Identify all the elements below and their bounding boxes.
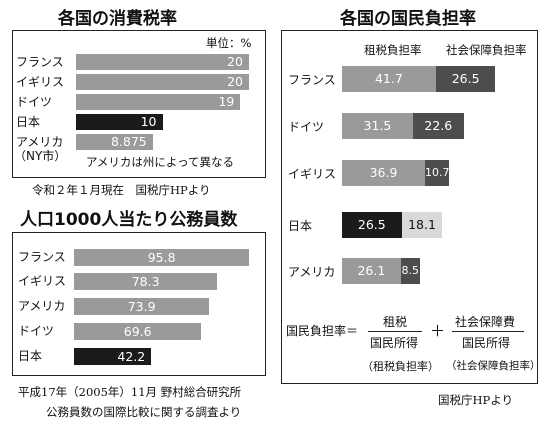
formula-plus: ＋ xyxy=(430,322,446,340)
chart2-bar xyxy=(74,323,202,340)
chart2-bar xyxy=(74,249,250,266)
chart3-value-tax: 31.5 xyxy=(363,118,392,133)
chart3-value-social: 18.1 xyxy=(408,217,436,232)
chart3-bar-social xyxy=(400,258,420,284)
chart3-category-label: イギリス xyxy=(288,167,337,181)
chart1-category-sublabel: （NY市） xyxy=(14,149,67,163)
chart3-value-tax: 26.5 xyxy=(357,217,386,232)
chart3-value-social: 22.6 xyxy=(424,118,453,133)
chart1-value-label: 10 xyxy=(140,114,157,129)
chart3-legend-social: 社会保障負担率 xyxy=(446,43,527,57)
chart3-legend-tax: 租税負担率 xyxy=(364,43,422,57)
chart1-value-label: 19 xyxy=(218,94,235,109)
chart1-category-label: アメリカ xyxy=(16,135,64,149)
chart2-value-label: 42.2 xyxy=(117,349,146,364)
chart2-value-label: 73.9 xyxy=(127,299,156,314)
formula-term1-numerator: 租税 xyxy=(383,315,408,329)
chart2-bar xyxy=(74,273,218,290)
chart3-value-social: 8.5 xyxy=(401,264,420,277)
chart2-source-line2: 公務員数の国際比較に関する調査より xyxy=(46,405,242,419)
chart3-source: 国税庁HPより xyxy=(438,393,514,407)
chart3-bar-social xyxy=(401,212,443,238)
chart1-value-label: 20 xyxy=(227,54,243,69)
chart2-category-label: イギリス xyxy=(18,274,67,288)
chart1-category-label: イギリス xyxy=(16,75,65,89)
chart3-bar-tax xyxy=(342,113,413,139)
chart3-value-social: 10.7 xyxy=(425,166,450,179)
formula-term2-numerator: 社会保障費 xyxy=(455,315,516,329)
chart3-value-tax: 41.7 xyxy=(374,71,403,86)
chart3-category-label: アメリカ xyxy=(288,265,336,279)
chart3-bar-tax xyxy=(342,66,436,92)
chart3-bar-social xyxy=(425,160,450,186)
chart1-bar xyxy=(76,94,241,110)
chart2-category-label: ドイツ xyxy=(18,324,55,338)
chart1-bar xyxy=(76,134,153,150)
chart1-bar xyxy=(76,114,163,130)
chart1-bar xyxy=(76,54,249,70)
chart2-value-label: 95.8 xyxy=(147,250,176,265)
formula-lhs: 国民負担率＝ xyxy=(286,324,359,338)
formula-term2-fraction-line xyxy=(452,331,524,332)
formula-term1-fraction-line xyxy=(368,331,422,332)
formula-term2-note: （社会保障負担率） xyxy=(446,360,541,372)
chart3-bar-tax xyxy=(342,160,426,186)
chart3-frame xyxy=(281,30,538,384)
chart1-source: 令和２年１月現在 国税庁HPより xyxy=(32,183,211,197)
chart3-title: 各国の国民負担率 xyxy=(340,9,476,29)
chart3-bar-tax xyxy=(342,258,401,284)
chart3-category-label: フランス xyxy=(288,73,336,87)
chart1-value-label: 8.875 xyxy=(110,134,147,149)
chart2-source-line1: 平成17年（2005年）11月 野村総合研究所 xyxy=(18,385,242,399)
chart2-bar xyxy=(74,298,210,315)
chart1-category-label: 日本 xyxy=(16,115,41,129)
chart3-bar-tax xyxy=(342,212,402,238)
chart3-category-label: 日本 xyxy=(288,219,313,233)
chart2-bar xyxy=(74,348,152,365)
chart2-category-label: フランス xyxy=(18,250,66,264)
chart1-unit-label: 単位：% xyxy=(206,36,252,50)
chart1-value-label: 20 xyxy=(227,74,243,89)
chart2-title: 人口1000人当たり公務員数 xyxy=(20,210,238,230)
chart3-value-tax: 36.9 xyxy=(369,165,398,180)
chart2-frame xyxy=(12,232,266,376)
chart1-title: 各国の消費税率 xyxy=(58,9,177,29)
chart1-category-label: フランス xyxy=(16,55,64,69)
chart1-bar xyxy=(76,74,249,90)
chart3-value-tax: 26.1 xyxy=(357,263,386,278)
formula-term1-denominator: 国民所得 xyxy=(370,336,419,350)
chart3-category-label: ドイツ xyxy=(288,120,325,134)
chart3-value-social: 26.5 xyxy=(451,71,480,86)
formula-term1-note: （租税負担率） xyxy=(362,360,439,373)
chart3-bar-social xyxy=(435,66,496,92)
chart2-value-label: 69.6 xyxy=(123,324,152,339)
chart1-category-label: ドイツ xyxy=(16,95,53,109)
chart2-value-label: 78.3 xyxy=(131,274,160,289)
chart2-category-label: 日本 xyxy=(18,349,43,363)
chart2-category-label: アメリカ xyxy=(18,299,66,313)
formula-term2-denominator: 国民所得 xyxy=(462,336,511,350)
chart3-bar-social xyxy=(412,113,464,139)
chart1-annotation: アメリカは州によって異なる xyxy=(86,155,235,169)
chart1-frame xyxy=(12,30,266,178)
